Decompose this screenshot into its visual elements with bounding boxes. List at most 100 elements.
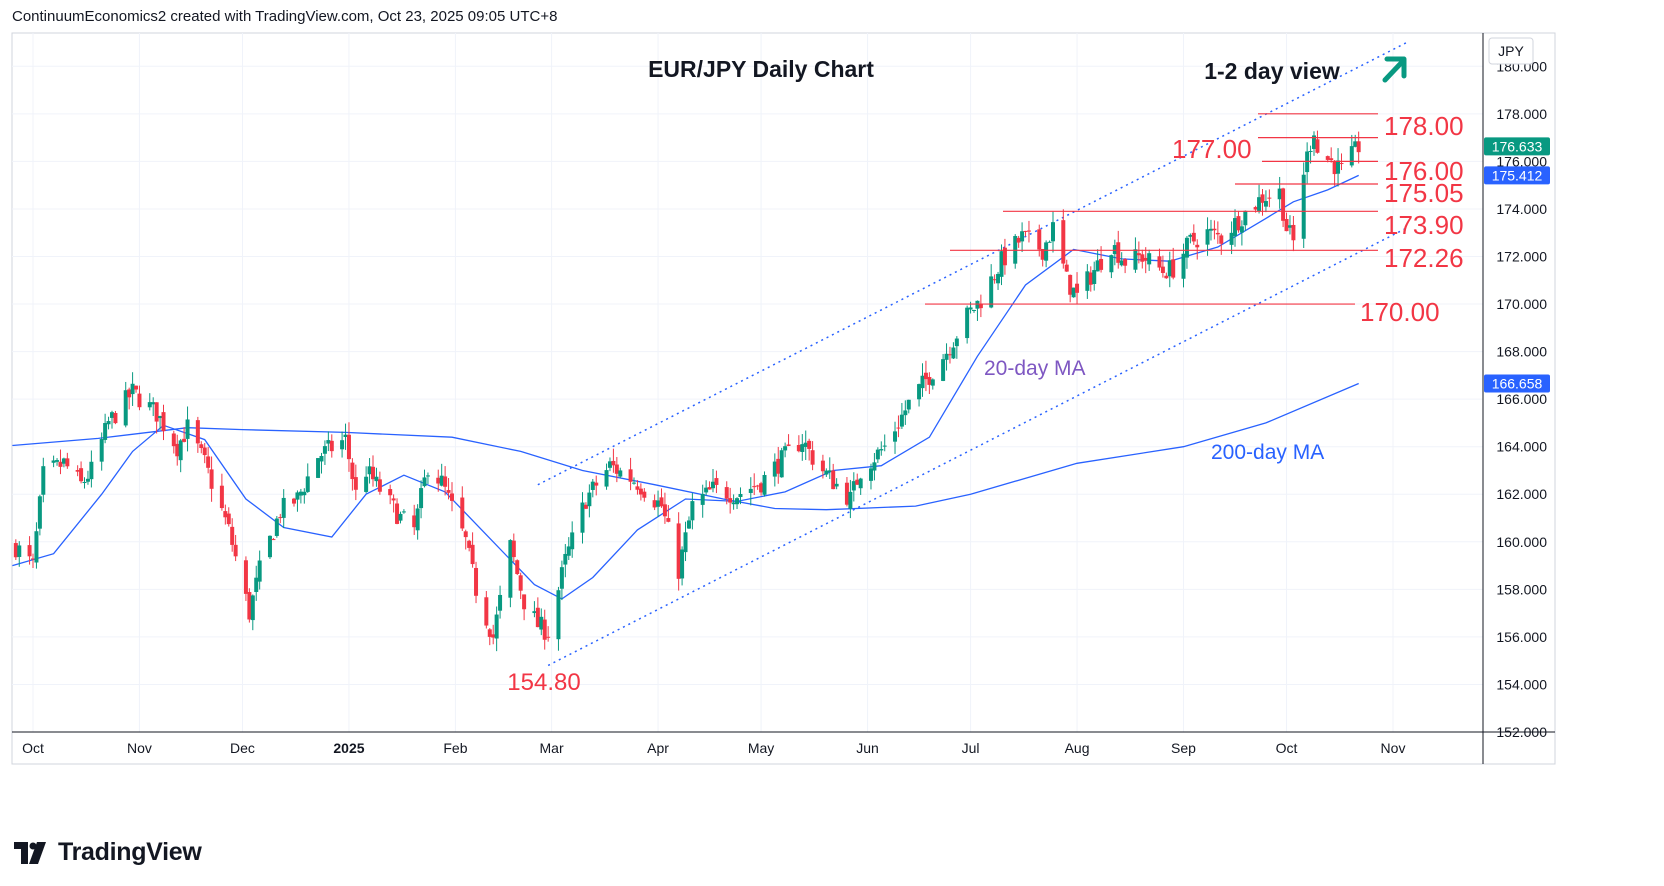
candle — [1349, 134, 1354, 168]
candle-body — [947, 354, 952, 356]
candle-body — [1308, 150, 1313, 152]
candle-body — [443, 476, 448, 487]
candle — [827, 457, 832, 480]
candle-body — [1205, 229, 1210, 245]
candle — [580, 492, 585, 544]
candle-body — [223, 511, 228, 518]
candle-body — [999, 251, 1004, 277]
candle — [1287, 215, 1292, 235]
candle-body — [827, 470, 832, 472]
candle-body — [978, 304, 983, 309]
candle-body — [508, 540, 513, 598]
candle-body — [1092, 270, 1097, 284]
candle — [353, 464, 358, 501]
candle-body — [879, 449, 884, 451]
candle-body — [783, 446, 788, 451]
candle-body — [209, 469, 214, 489]
candle-body — [972, 309, 977, 311]
candle-body — [941, 359, 946, 381]
tradingview-logo[interactable]: TradingView — [14, 838, 202, 867]
candle — [1236, 210, 1241, 233]
candle — [820, 454, 825, 479]
candle — [1064, 259, 1069, 272]
candle-body — [1116, 242, 1121, 263]
y-tick-label: 172.000 — [1496, 248, 1547, 264]
candle — [182, 427, 187, 443]
candle-body — [171, 433, 176, 447]
candle-body — [470, 544, 475, 565]
candle — [278, 513, 283, 524]
candle — [292, 497, 297, 507]
candle-body — [109, 412, 114, 418]
candle-body — [851, 481, 856, 491]
candle — [690, 493, 695, 530]
candle-body — [233, 544, 238, 557]
candle-body — [875, 449, 880, 460]
y-tick-label: 168.000 — [1496, 344, 1547, 360]
candle-body — [690, 501, 695, 521]
x-tick-label: Oct — [1276, 740, 1298, 756]
candle-body — [656, 500, 661, 507]
candle-body — [614, 464, 619, 474]
candle — [219, 473, 224, 511]
candle-body — [61, 458, 66, 464]
candle-body — [278, 517, 283, 519]
candle-body — [449, 493, 454, 501]
candle-body — [917, 384, 922, 400]
candle — [443, 466, 448, 496]
candle-body — [419, 488, 424, 509]
candle-body — [831, 470, 836, 490]
candle-body — [1040, 248, 1045, 260]
currency-box — [1488, 37, 1534, 65]
candle-body — [395, 503, 400, 524]
candle-body — [762, 474, 767, 495]
candle-body — [1353, 141, 1358, 147]
candle — [704, 480, 709, 496]
candle-body — [930, 379, 935, 386]
low-label: 154.80 — [507, 669, 580, 696]
candle-body — [1195, 244, 1200, 248]
currency-label: JPY — [1498, 43, 1524, 59]
candle-body — [563, 553, 568, 565]
candle — [532, 601, 537, 618]
candle — [1308, 145, 1313, 164]
channel-upper — [537, 41, 1408, 486]
candle-body — [923, 372, 928, 380]
candle — [51, 455, 56, 468]
candle-body — [570, 532, 575, 550]
candle-body — [75, 470, 80, 472]
candle — [735, 497, 740, 510]
candle — [996, 271, 1001, 290]
candle — [463, 529, 468, 550]
candle-body — [243, 560, 248, 594]
candle-body — [1109, 255, 1114, 273]
candle — [305, 463, 310, 493]
candle — [1071, 287, 1076, 298]
candle — [13, 539, 18, 561]
candle-body — [1277, 188, 1282, 200]
candle — [123, 381, 128, 428]
candle — [1023, 230, 1028, 237]
candle-body — [415, 508, 420, 531]
candle — [130, 372, 135, 406]
y-tick-label: 166.000 — [1496, 391, 1547, 407]
candle-body — [659, 497, 664, 507]
candle — [535, 597, 540, 628]
candle — [137, 385, 142, 411]
candle-body — [319, 455, 324, 462]
candle-body — [219, 485, 224, 509]
candle-body — [848, 491, 853, 509]
candle-body — [556, 590, 561, 640]
candle — [583, 502, 588, 510]
candle-body — [662, 504, 667, 517]
candle-body — [1329, 158, 1334, 160]
candle — [872, 452, 877, 481]
ma20-label: 20-day MA — [984, 357, 1086, 380]
x-tick-label: Nov — [1381, 740, 1406, 756]
candle-body — [1253, 207, 1258, 210]
candle — [1040, 248, 1045, 267]
candle — [632, 477, 637, 485]
candle-body — [975, 300, 980, 309]
x-tick-label: Sep — [1171, 740, 1196, 756]
